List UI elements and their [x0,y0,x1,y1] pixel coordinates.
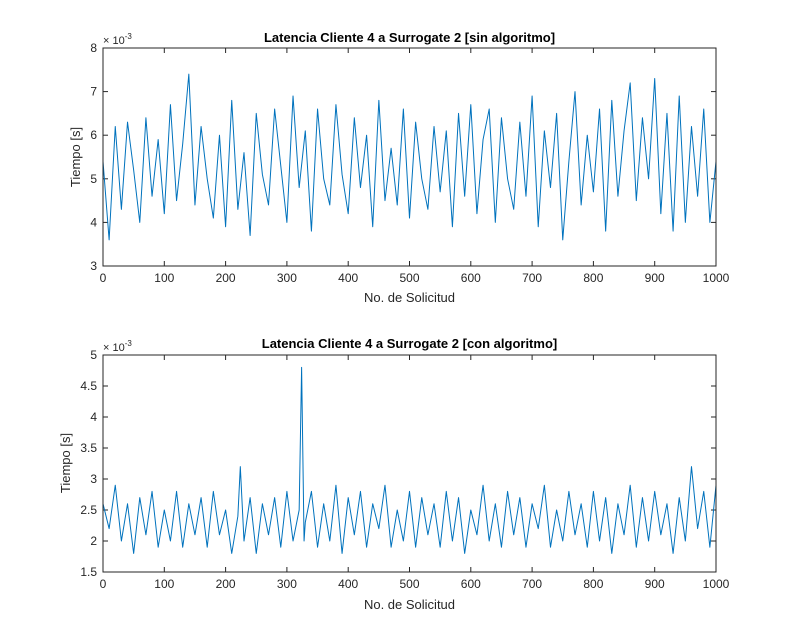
x-tick-label-top: 400 [338,271,358,285]
x-tick-label-top: 500 [399,271,419,285]
plot-area-top [103,48,716,266]
subplot-top: Latencia Cliente 4 a Surrogate 2 [sin al… [68,30,730,305]
ticks-top: 0 100 200 300 400 500 600 700 800 900 1000 3 4 5 6 7 8 [90,41,729,285]
series-line-bottom [102,366,717,554]
x-tick-label-bottom: 0 [100,577,107,591]
x-tick-label-top: 1000 [703,271,730,285]
x-axis-label-bottom: No. de Solicitud [364,597,455,612]
y-tick-label-bottom: 2.5 [80,503,97,517]
y-tick-label-bottom: 2 [90,534,97,548]
x-tick-label-top: 900 [645,271,665,285]
chart-title-bottom: Latencia Cliente 4 a Surrogate 2 [con al… [262,336,557,351]
y-tick-label-bottom: 3.5 [80,441,97,455]
exponent-label-top: × 10-3 [103,32,132,47]
x-tick-label-top: 0 [100,271,107,285]
x-tick-label-bottom: 900 [645,577,665,591]
x-tick-label-bottom: 600 [461,577,481,591]
series-line-top [102,73,717,241]
y-tick-label-bottom: 1.5 [80,565,97,579]
exponent-label-bottom: × 10-3 [103,339,132,354]
x-tick-label-bottom: 700 [522,577,542,591]
subplot-bottom: Latencia Cliente 4 a Surrogate 2 [con al… [58,336,730,612]
ticks-bottom: 0 100 200 300 400 500 600 700 800 900 1000 1.5 2 2.5 3… [80,348,729,591]
y-tick-label-bottom: 4.5 [80,379,97,393]
y-tick-label-top: 7 [90,85,97,99]
x-tick-label-bottom: 400 [338,577,358,591]
x-tick-label-bottom: 1000 [703,577,730,591]
x-tick-label-bottom: 100 [154,577,174,591]
x-tick-label-bottom: 500 [399,577,419,591]
series-line-top [102,73,717,241]
y-axis-label-top: Tiempo [s] [68,127,83,187]
y-tick-label-top: 8 [90,41,97,55]
x-tick-label-top: 100 [154,271,174,285]
x-tick-label-bottom: 800 [583,577,603,591]
x-axis-label-top: No. de Solicitud [364,290,455,305]
y-tick-label-bottom: 5 [90,348,97,362]
x-tick-label-bottom: 300 [277,577,297,591]
x-tick-label-top: 700 [522,271,542,285]
x-tick-label-top: 300 [277,271,297,285]
x-tick-label-top: 600 [461,271,481,285]
x-tick-label-bottom: 200 [216,577,236,591]
y-tick-label-top: 4 [90,215,97,229]
axes-box-top [102,47,717,267]
x-tick-label-top: 800 [583,271,603,285]
series-line-bottom [102,366,717,554]
y-tick-label-top: 5 [90,172,97,186]
y-axis-label-bottom: Tiempo [s] [58,433,73,493]
y-tick-label-bottom: 3 [90,472,97,486]
plot-area-bottom [103,355,716,572]
axes-box-bottom [102,354,717,573]
y-tick-label-bottom: 4 [90,410,97,424]
x-tick-label-top: 200 [216,271,236,285]
chart-title-top: Latencia Cliente 4 a Surrogate 2 [sin al… [264,30,555,45]
y-tick-label-top: 6 [90,128,97,142]
y-tick-label-top: 3 [90,259,97,273]
